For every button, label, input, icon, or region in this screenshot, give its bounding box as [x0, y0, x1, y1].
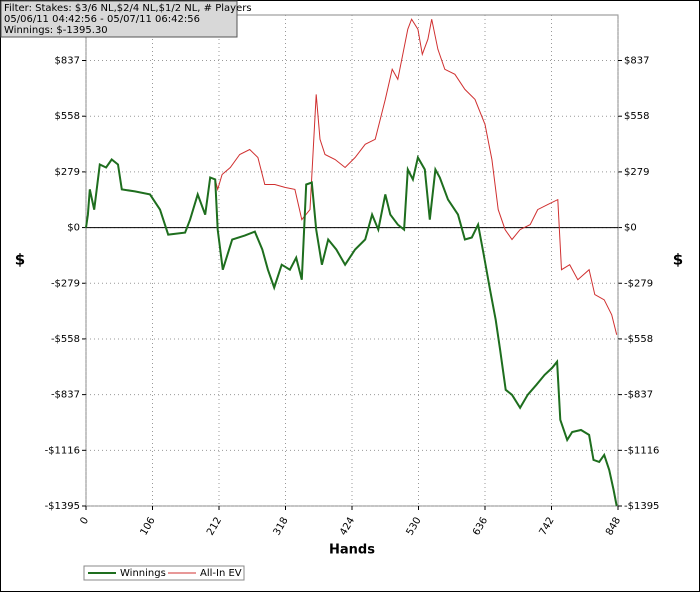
x-axis-label: Hands [329, 543, 375, 558]
y-tick-label: $837 [55, 56, 80, 67]
x-tick-label: 0 [78, 516, 91, 527]
y-tick-label: $279 [55, 167, 80, 178]
y-tick-label: $0 [67, 223, 80, 234]
y2-tick-label: $558 [624, 111, 649, 122]
y-tick-label: -$1116 [45, 445, 80, 456]
y-tick-label: -$558 [51, 334, 80, 345]
y2-tick-label: -$1116 [624, 445, 659, 456]
y-tick-label: -$837 [51, 390, 80, 401]
filter-box [0, 0, 238, 38]
y2-tick-label: $279 [624, 167, 649, 178]
y2-tick-label: $837 [624, 56, 649, 67]
filter-line: 05/06/11 04:42:56 - 05/07/11 06:42:56 [4, 14, 200, 25]
legend-items: Winnings All-In EV [88, 568, 242, 579]
y2-tick-label: -$279 [624, 278, 653, 289]
filter-line: Winnings: $-1395.30 [4, 25, 108, 36]
y2-tick-label: $0 [624, 223, 637, 234]
y2-tick-label: -$558 [624, 334, 653, 345]
legend-label: Winnings [120, 568, 166, 579]
lines [85, 18, 618, 507]
y-tick-label: -$1395 [45, 501, 80, 512]
y2-tick-label: -$837 [624, 390, 653, 401]
y-axis-label: $ [15, 251, 25, 269]
filter-line: Filter: Stakes: $3/6 NL,$2/4 NL,$1/2 NL,… [4, 3, 252, 14]
y-tick-label: -$279 [51, 278, 80, 289]
y2-tick-label: -$1395 [624, 501, 659, 512]
y2-axis-label: $ [673, 251, 683, 269]
series-line [85, 154, 618, 507]
legend [83, 565, 245, 581]
y-tick-label: $558 [55, 111, 80, 122]
plot-area [85, 14, 619, 507]
legend-label: All-In EV [200, 568, 242, 579]
